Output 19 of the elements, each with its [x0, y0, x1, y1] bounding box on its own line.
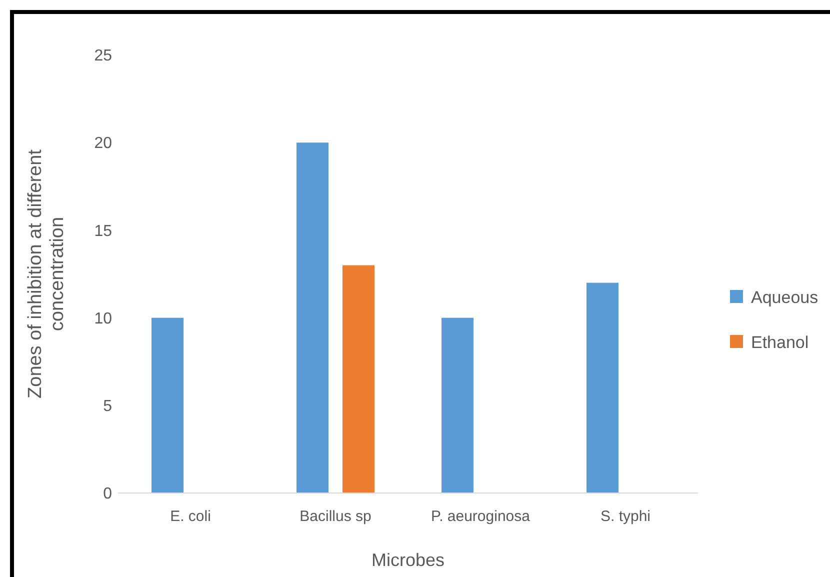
legend-label: Aqueous	[751, 288, 818, 307]
y-tick-label: 25	[94, 48, 112, 65]
x-axis-title: Microbes	[371, 550, 445, 570]
y-axis-title: Zones of inhibition at different concentration	[25, 148, 68, 398]
bar	[586, 282, 618, 493]
x-tick-label: Bacillus sp	[300, 508, 372, 525]
y-tick-label: 0	[103, 486, 112, 503]
x-tick-label: P. aeuroginosa	[431, 508, 531, 525]
x-tick-label: E. coli	[170, 508, 211, 525]
legend-label: Ethanol	[751, 332, 809, 352]
bar	[442, 318, 474, 493]
y-tick-label: 20	[94, 135, 112, 152]
bar	[152, 318, 184, 493]
y-tick-label: 10	[94, 310, 112, 328]
y-tick-label: 5	[103, 398, 112, 415]
bar	[296, 142, 328, 493]
y-tick-label: 15	[94, 222, 112, 240]
bar	[342, 265, 374, 493]
x-tick-label: S. typhi	[600, 508, 651, 525]
